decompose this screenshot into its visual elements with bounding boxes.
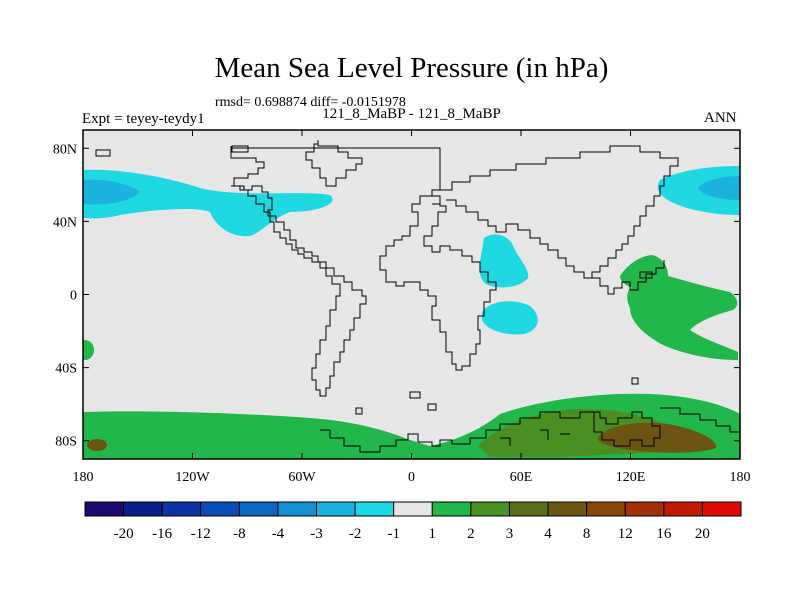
y-tick-label: 0 xyxy=(70,289,77,304)
colorbar-swatch xyxy=(508,501,549,517)
coast-antarctica xyxy=(320,407,740,453)
x-tick-label: 120W xyxy=(175,470,210,485)
stats-line: rmsd= 0.698874 diff= -0.0151978 xyxy=(215,95,406,110)
y-tick-label: 40S xyxy=(55,362,77,377)
colorbar-swatch xyxy=(84,501,125,517)
coast-southeast-asia xyxy=(592,260,665,295)
colorbar-swatch xyxy=(470,501,510,517)
experiment-subtitle: 121_8_MaBP - 121_8_MaBP xyxy=(322,106,501,122)
colorbar-label: 16 xyxy=(656,526,672,542)
y-tick-label: 80S xyxy=(55,435,77,450)
coast-islands xyxy=(95,149,653,415)
y-tick-label: 80N xyxy=(53,142,77,157)
coast-asia xyxy=(440,145,679,279)
colorbar-swatch xyxy=(586,501,626,517)
coast-greenland xyxy=(231,140,363,187)
coast-south-america xyxy=(311,267,367,397)
anomaly-north-pacific-west-core xyxy=(83,179,140,205)
anomaly-left-edge-green xyxy=(83,340,94,360)
colorbar-label: -16 xyxy=(152,526,172,542)
colorbar-swatch xyxy=(277,501,318,517)
x-tick-label: 180 xyxy=(73,470,94,485)
colorbar-swatch xyxy=(701,501,742,517)
anomaly-north-pacific-east-core xyxy=(698,176,740,200)
anomaly-indo-pacific-green xyxy=(620,255,738,360)
colorbar-swatch xyxy=(316,501,356,517)
x-tick-label: 60E xyxy=(510,470,533,485)
coast-australia xyxy=(593,377,661,447)
colorbar-label: 4 xyxy=(544,526,552,542)
colorbar-swatch xyxy=(238,501,279,517)
colorbar-swatch xyxy=(663,501,703,517)
x-tick-label: 0 xyxy=(408,470,415,485)
colorbar-swatch xyxy=(431,501,472,517)
coast-north-america xyxy=(230,146,327,269)
colorbar-label: 8 xyxy=(583,526,591,542)
colorbar-label: 3 xyxy=(506,526,514,542)
coast-europe-africa xyxy=(379,195,497,371)
colorbar-label: 12 xyxy=(618,526,633,542)
experiment-label: Expt = teyey-teydy1 xyxy=(82,111,205,127)
y-axis: 80N 40N 0 40S 80S xyxy=(53,142,740,450)
colorbar-swatch xyxy=(354,501,395,517)
anomaly-sw-brown xyxy=(87,439,107,451)
plot-title: Mean Sea Level Pressure (in hPa) xyxy=(214,52,609,84)
anomaly-africa-south-cyan xyxy=(482,301,538,335)
colorbar-label: -1 xyxy=(387,526,400,542)
y-tick-label: 40N xyxy=(53,215,77,230)
x-axis: 180 120W 60W 0 60E 120E 180 xyxy=(73,130,751,485)
colorbar-swatch xyxy=(624,501,665,517)
colorbar-swatch xyxy=(161,501,202,517)
colorbar-swatch xyxy=(393,501,433,517)
x-tick-label: 60W xyxy=(288,470,316,485)
colorbar: -20 -16 -12 -8 -4 -3 -2 -1 1 2 3 4 8 12 16 20 xyxy=(84,501,742,542)
colorbar-label: -8 xyxy=(233,526,246,542)
colorbar-label: -2 xyxy=(349,526,362,542)
colorbar-swatch xyxy=(547,501,588,517)
x-tick-label: 180 xyxy=(730,470,751,485)
colorbar-label: -3 xyxy=(310,526,323,542)
colorbar-label: -20 xyxy=(114,526,134,542)
colorbar-swatch xyxy=(200,501,240,517)
colorbar-label: 20 xyxy=(695,526,710,542)
coastlines xyxy=(95,140,740,453)
colorbar-label: 2 xyxy=(467,526,475,542)
colorbar-label: -12 xyxy=(191,526,211,542)
colorbar-swatch xyxy=(123,501,163,517)
anomaly-africa-north-cyan xyxy=(479,234,529,288)
x-tick-label: 120E xyxy=(616,470,646,485)
colorbar-label: 1 xyxy=(429,526,437,542)
colorbar-label: -4 xyxy=(272,526,285,542)
season-label: ANN xyxy=(704,110,737,126)
